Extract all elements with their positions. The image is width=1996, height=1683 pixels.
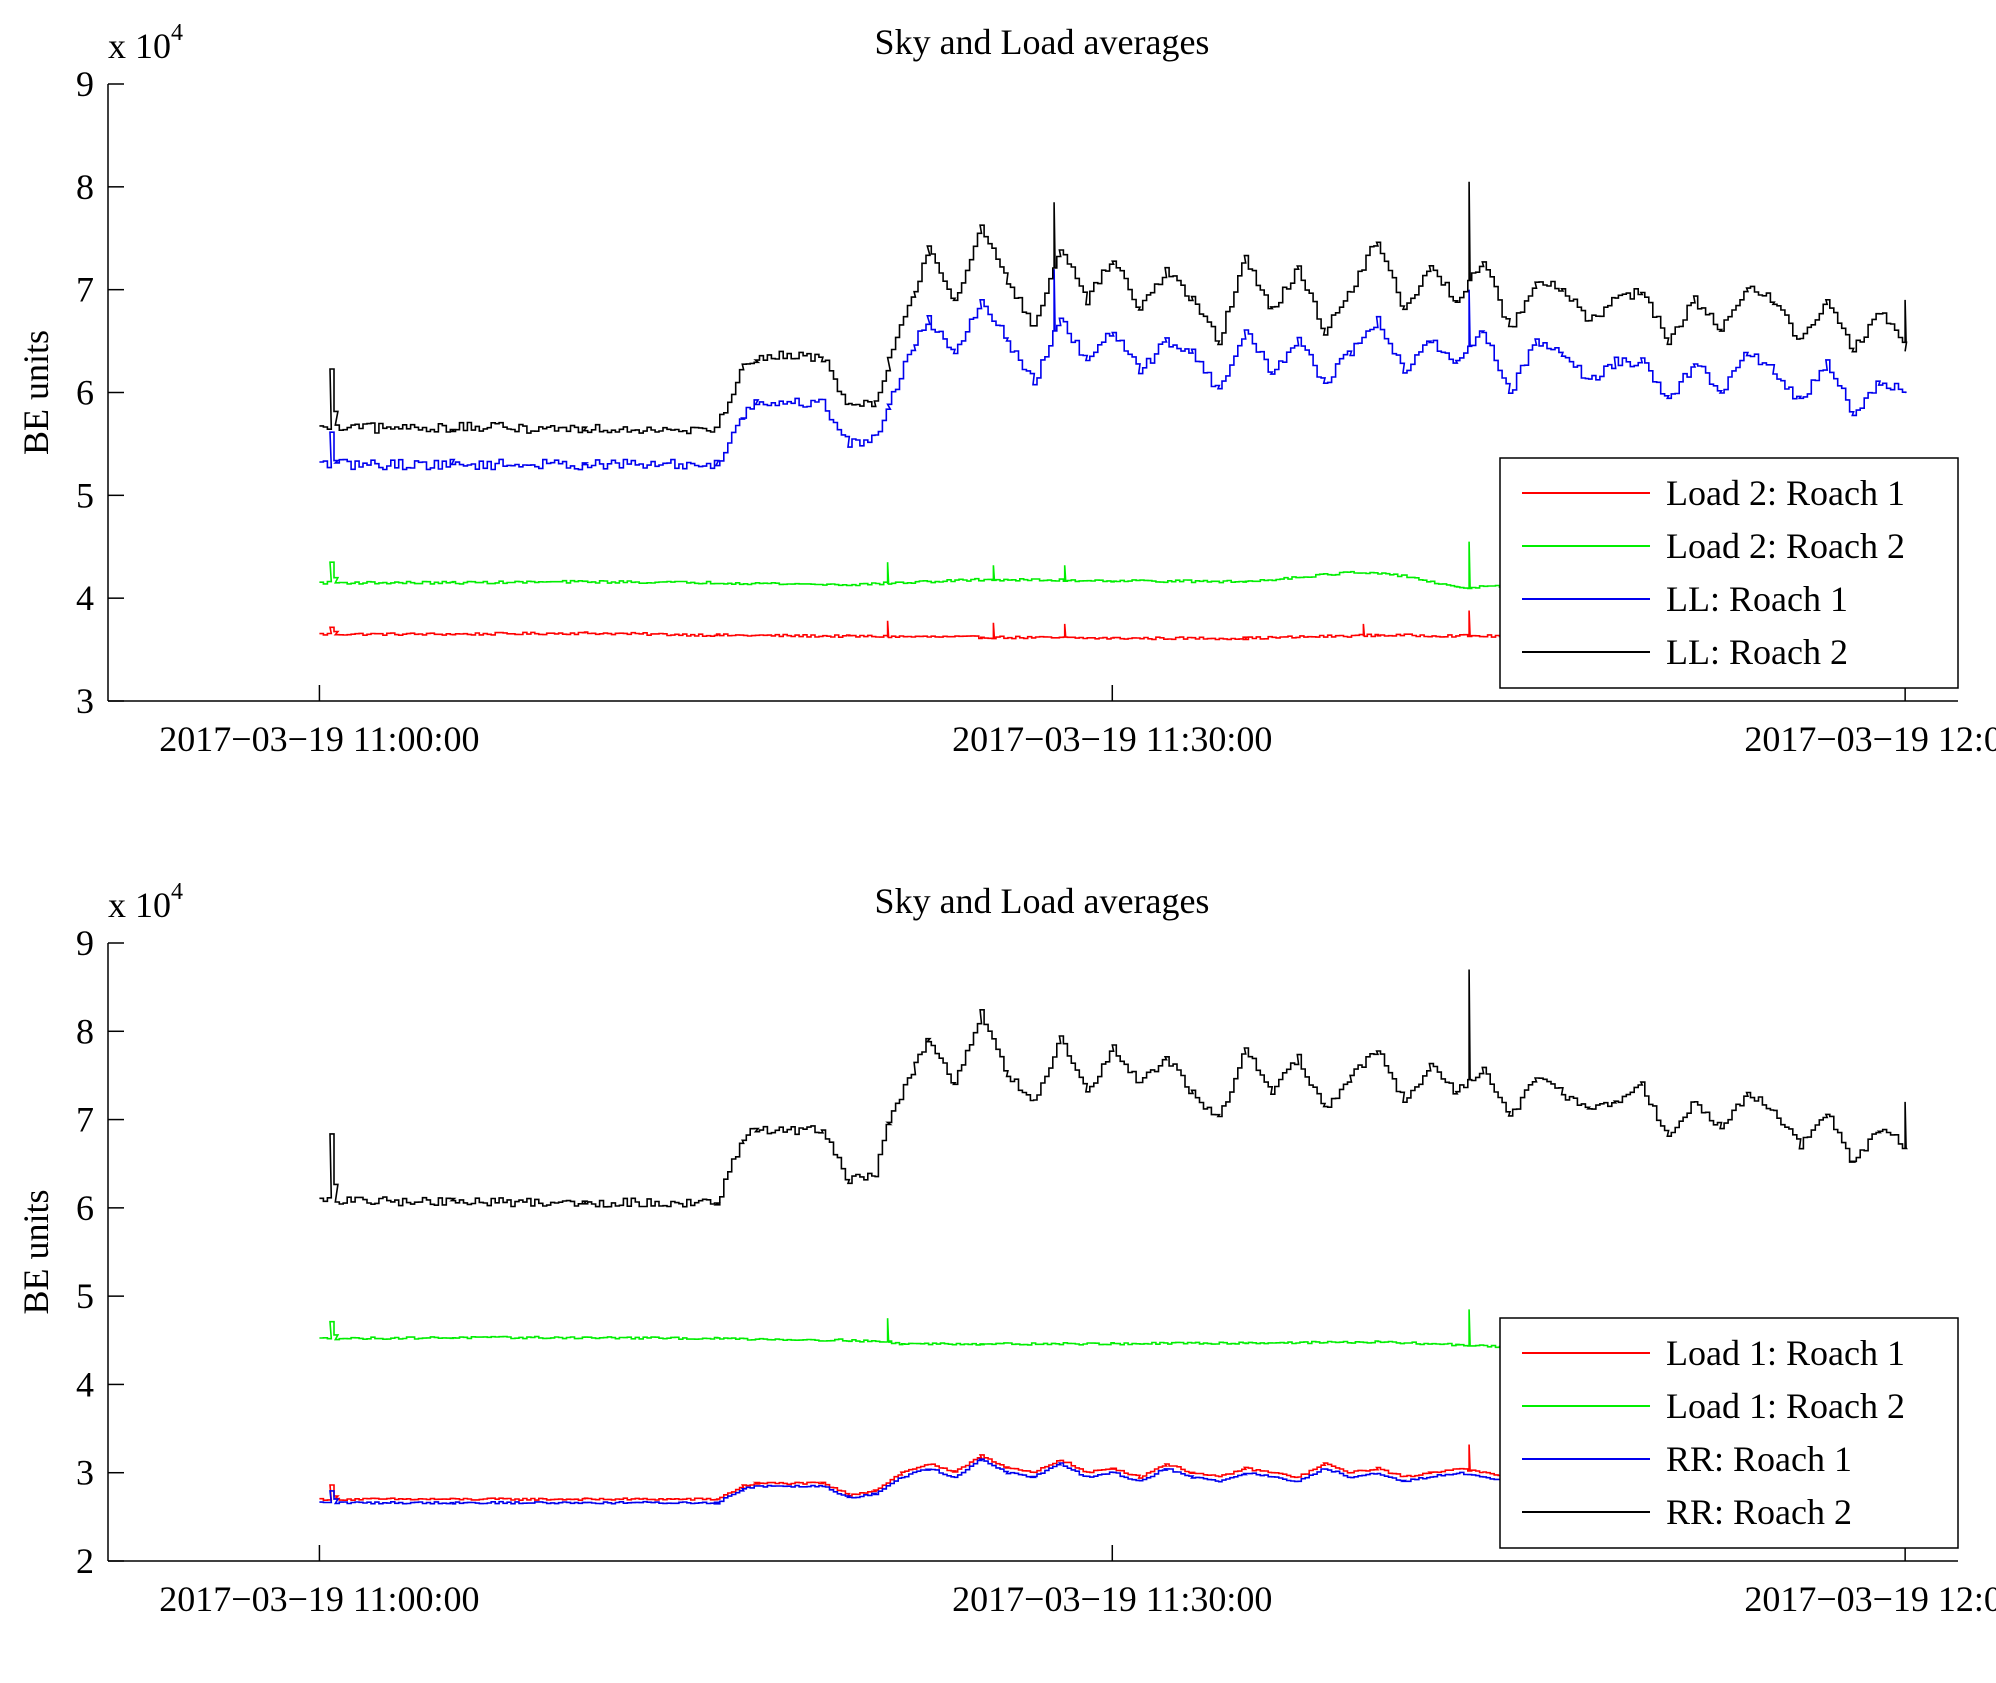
- legend-box: [1499, 457, 1959, 689]
- series-line-4: [319, 181, 1908, 435]
- series-line-4: [319, 969, 1908, 1208]
- y-tick-label: 5: [76, 475, 94, 515]
- y-tick-label: 7: [76, 270, 94, 310]
- chart-title: Sky and Load averages: [875, 22, 1210, 62]
- x-tick-label: 2017−03−19 12:00:00: [1744, 719, 1996, 759]
- legend-label: Load 2: Roach 1: [1666, 473, 1905, 513]
- y-multiplier-exponent: 4: [171, 879, 183, 905]
- legend-label: LL: Roach 2: [1666, 632, 1848, 672]
- legend-label: Load 1: Roach 2: [1666, 1386, 1905, 1426]
- series-line-3: [319, 269, 1907, 471]
- chart-bottom: 2 3 4 5 6 7 8 9 2017−03−19 11:00:00 2017−03−19 11…: [16, 879, 1996, 1619]
- y-multiplier-label: x 104: [108, 20, 183, 66]
- y-tick-label: 7: [76, 1100, 94, 1140]
- legend: Load 1: Roach 1 Load 1: Roach 2 RR: Roach …: [1499, 1317, 1959, 1549]
- y-tick-label: 4: [76, 578, 94, 618]
- x-tick-label: 2017−03−19 11:30:00: [952, 719, 1272, 759]
- y-tick-label: 9: [76, 923, 94, 963]
- x-tick-label: 2017−03−19 11:30:00: [952, 1579, 1272, 1619]
- y-multiplier-label: x 104: [108, 879, 183, 925]
- legend-label: RR: Roach 1: [1666, 1439, 1852, 1479]
- y-axis-label: BE units: [16, 330, 56, 455]
- chart-top: 3 4 5 6 7 8 9 2017−03−19 11:00:00 2017−03−19 11:…: [16, 20, 1996, 759]
- y-tick-label: 4: [76, 1364, 94, 1404]
- y-tick-label: 3: [76, 1453, 94, 1493]
- y-tick-label: 3: [76, 681, 94, 721]
- y-tick-label: 2: [76, 1541, 94, 1581]
- legend: Load 2: Roach 1 Load 2: Roach 2 LL: Roach …: [1499, 457, 1959, 689]
- chart-title: Sky and Load averages: [875, 881, 1210, 921]
- x-tick-label: 2017−03−19 12:00:00: [1744, 1579, 1996, 1619]
- legend-label: Load 1: Roach 1: [1666, 1333, 1905, 1373]
- legend-box: [1499, 1317, 1959, 1549]
- legend-label: RR: Roach 2: [1666, 1492, 1852, 1532]
- y-axis-label: BE units: [16, 1189, 56, 1314]
- y-tick-label: 6: [76, 1188, 94, 1228]
- y-tick-label: 5: [76, 1276, 94, 1316]
- y-tick-label: 6: [76, 373, 94, 413]
- legend-label: Load 2: Roach 2: [1666, 526, 1905, 566]
- y-tick-label: 8: [76, 1011, 94, 1051]
- y-tick-label: 8: [76, 167, 94, 207]
- legend-label: LL: Roach 1: [1666, 579, 1848, 619]
- y-multiplier-exponent: 4: [171, 20, 183, 46]
- y-tick-label: 9: [76, 64, 94, 104]
- x-tick-label: 2017−03−19 11:00:00: [159, 1579, 479, 1619]
- x-tick-label: 2017−03−19 11:00:00: [159, 719, 479, 759]
